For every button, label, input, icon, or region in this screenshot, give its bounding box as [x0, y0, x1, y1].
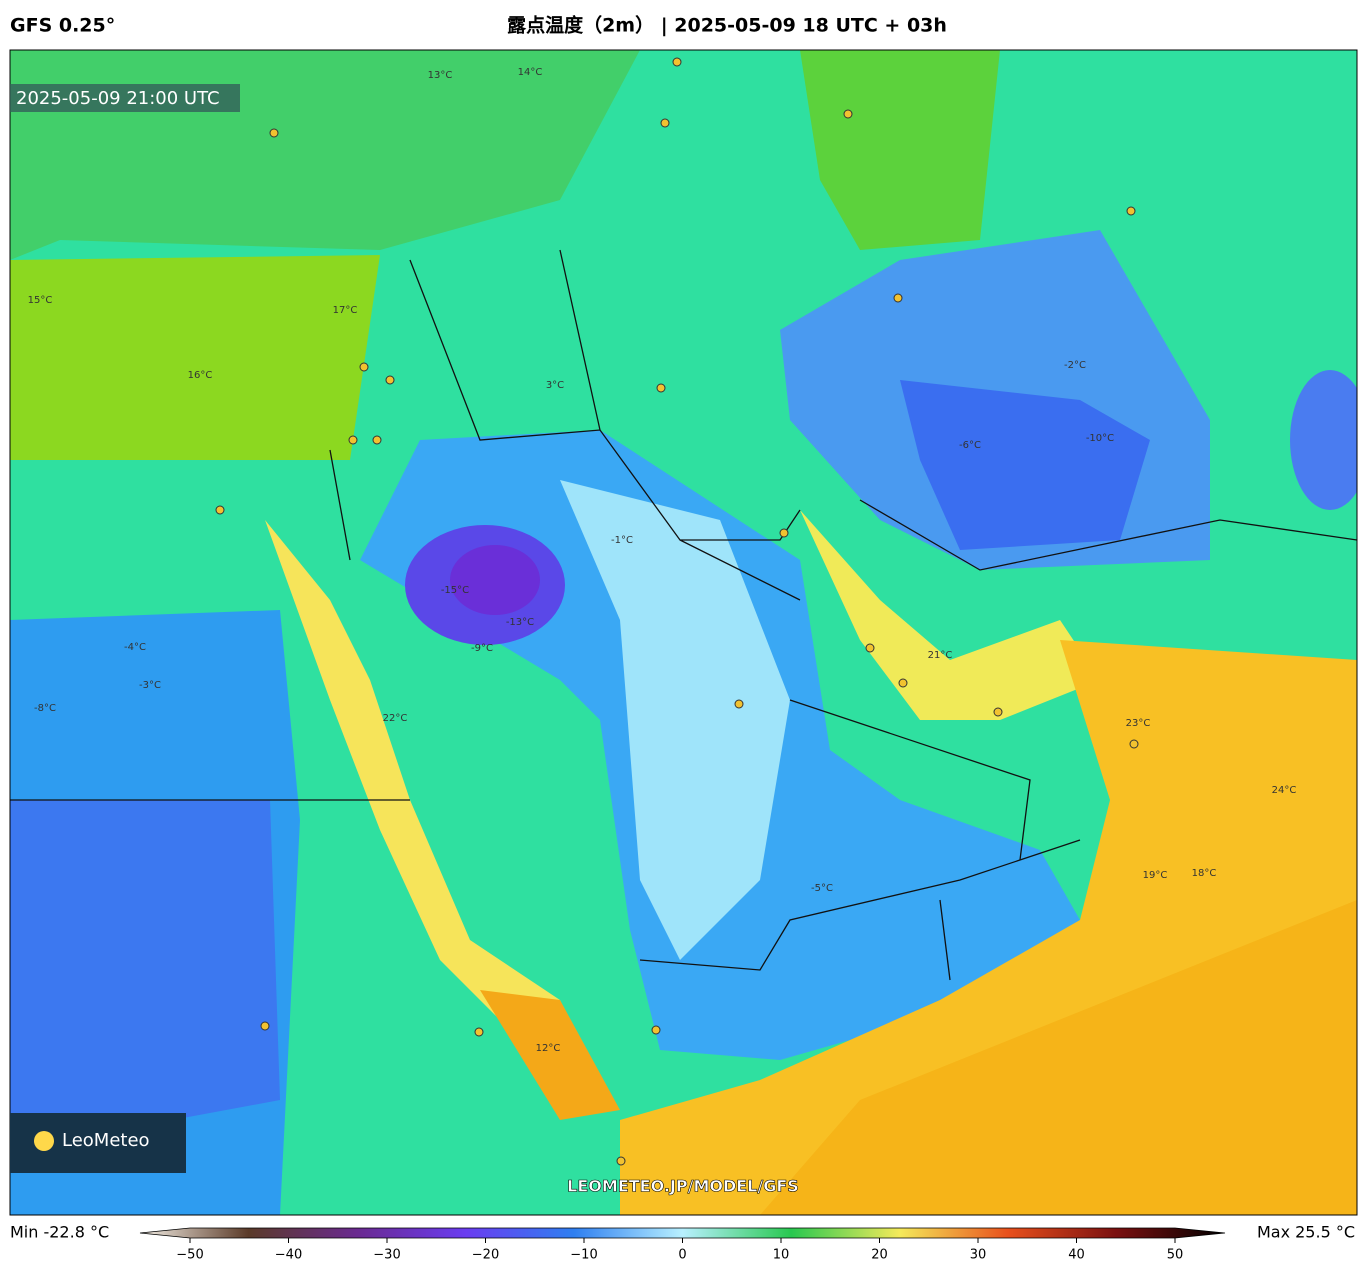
city-dot [893, 293, 903, 303]
city-dot [779, 528, 789, 538]
city-dot [616, 1156, 626, 1166]
city-dot [269, 128, 279, 138]
valid-time: 2025-05-09 21:00 UTC [16, 88, 220, 109]
colorbar-tick-label: 10 [773, 1248, 790, 1263]
city-dot [215, 505, 225, 515]
city-dot [656, 383, 666, 393]
city-dot [734, 699, 744, 709]
logo-sun [34, 1131, 54, 1151]
watermark: LEOMETEO.JP/MODEL/GFS [567, 1177, 799, 1196]
contour-label: 24°C [1272, 785, 1297, 796]
colorbar [139, 1227, 1226, 1239]
city-dot [260, 1021, 270, 1031]
map [10, 50, 1357, 1215]
contour-label: -15°C [441, 585, 469, 596]
contour-label: 22°C [383, 713, 408, 724]
contour-label: 12°C [536, 1043, 561, 1054]
colorbar-tick-label: 30 [970, 1248, 987, 1263]
contour-label: -10°C [1086, 433, 1114, 444]
city-dot [1129, 739, 1139, 749]
logo: LeoMeteo [62, 1130, 150, 1151]
city-dot [1126, 206, 1136, 216]
colorbar-tick-label: −20 [472, 1248, 499, 1263]
contour-label: -3°C [139, 680, 161, 691]
colorbar-tick-label: −40 [275, 1248, 302, 1263]
contour-label: -13°C [506, 617, 534, 628]
model-name: GFS 0.25° [10, 15, 115, 37]
city-dot [651, 1025, 661, 1035]
contour-label: 3°C [546, 380, 564, 391]
city-dot [474, 1027, 484, 1037]
colorbar-tick-label: 40 [1068, 1248, 1085, 1263]
city-dot [672, 57, 682, 67]
contour-label: 17°C [333, 305, 358, 316]
city-dot [372, 435, 382, 445]
city-dot [385, 375, 395, 385]
contour-label: 16°C [188, 370, 213, 381]
city-dot [865, 643, 875, 653]
contour-label: -5°C [811, 883, 833, 894]
colorbar-tick-label: 50 [1167, 1248, 1184, 1263]
colorbar-tick-label: 0 [678, 1248, 686, 1263]
city-dot [359, 362, 369, 372]
map-frame [9, 49, 1358, 1216]
contour-label: 19°C [1143, 870, 1168, 881]
city-dot [843, 109, 853, 119]
city-dot [993, 707, 1003, 717]
contour-label: 23°C [1126, 718, 1151, 729]
city-dot [898, 678, 908, 688]
title: 露点温度（2m） | 2025-05-09 18 UTC + 03h [507, 14, 947, 37]
valid-time-box [10, 84, 240, 112]
contour-label: 14°C [518, 67, 543, 78]
contour-label: -4°C [124, 642, 146, 653]
contour-label: -8°C [34, 703, 56, 714]
contour-label: -9°C [471, 643, 493, 654]
contour-label: 15°C [28, 295, 53, 306]
colorbar-tick-label: −10 [570, 1248, 597, 1263]
min-label: Min -22.8 °C [10, 1223, 109, 1242]
contour-label: 13°C [428, 70, 453, 81]
colorbar-tick-label: −50 [176, 1248, 203, 1263]
contour-label: -1°C [611, 535, 633, 546]
contour-label: 21°C [928, 650, 953, 661]
city-dot [660, 118, 670, 128]
contour-label: 18°C [1192, 868, 1217, 879]
contour-label: -6°C [959, 440, 981, 451]
max-label: Max 25.5 °C [1257, 1223, 1355, 1242]
colorbar-tick-label: 20 [871, 1248, 888, 1263]
city-dot [348, 435, 358, 445]
colorbar-tick-label: −30 [373, 1248, 400, 1263]
contour-label: -2°C [1064, 360, 1086, 371]
